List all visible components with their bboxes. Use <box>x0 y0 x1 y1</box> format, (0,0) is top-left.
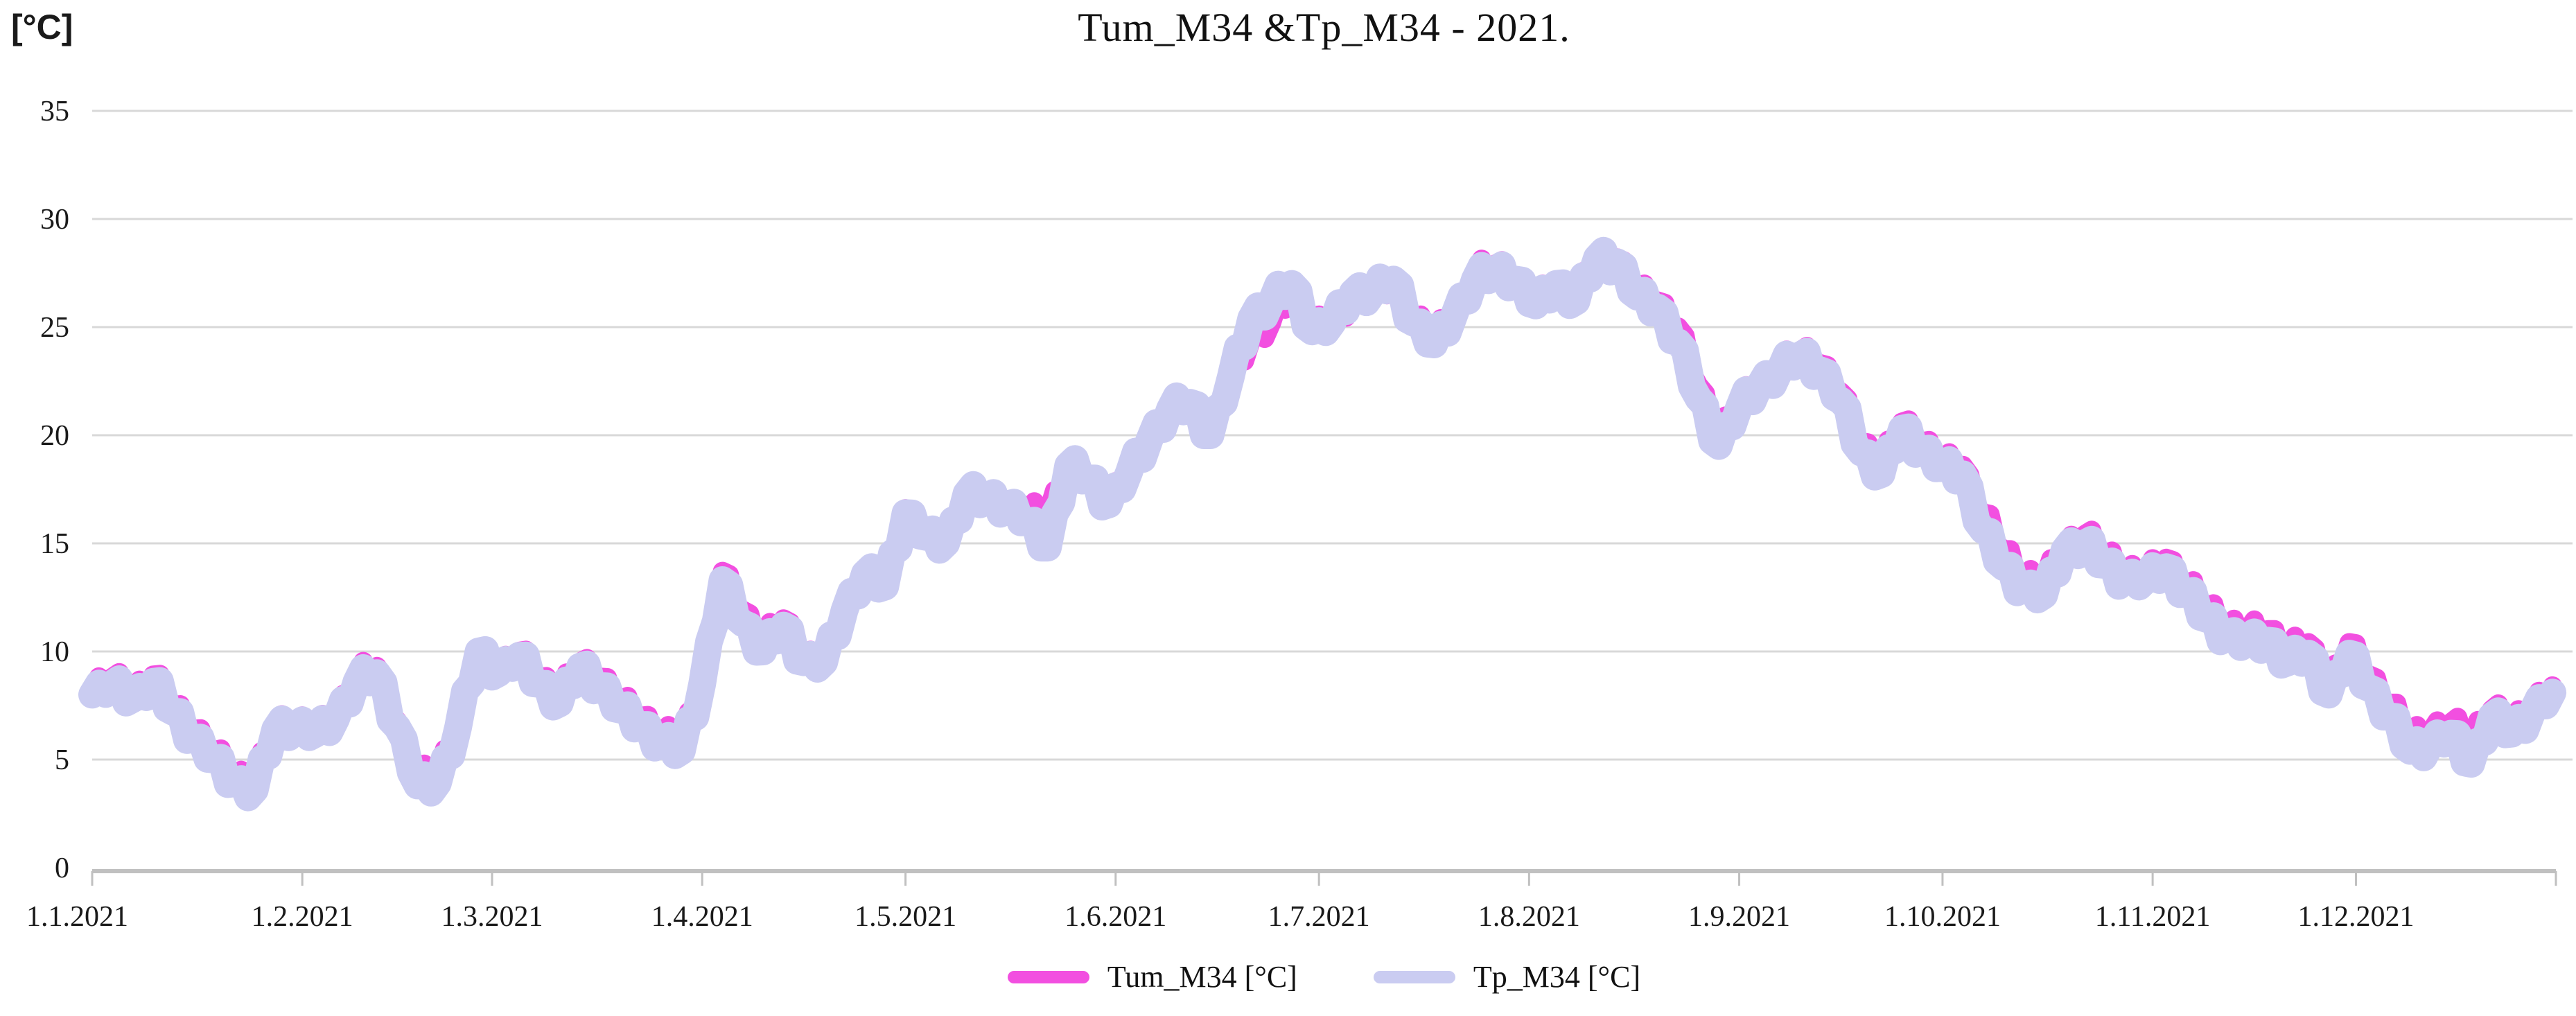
legend-item-tum: Tum_M34 [°C] <box>1007 959 1297 995</box>
x-tick-label: 1.7.2021 <box>1268 901 1370 933</box>
y-tick-label: 10 <box>40 636 69 668</box>
y-tick-label: 15 <box>40 528 69 560</box>
y-axis-unit-label: [°C] <box>11 8 73 46</box>
x-tick-label: 1.9.2021 <box>1688 901 1790 933</box>
legend-tp-label: Tp_M34 [°C] <box>1473 960 1641 994</box>
legend: Tum_M34 [°C] Tp_M34 [°C] <box>92 959 2556 995</box>
x-tick-label: 1.4.2021 <box>651 901 753 933</box>
x-tick-label: 1.3.2021 <box>441 901 543 933</box>
legend-item-tp: Tp_M34 [°C] <box>1373 959 1641 995</box>
y-tick-label: 30 <box>40 204 69 236</box>
legend-tp-swatch-icon <box>1373 970 1455 983</box>
y-tick-label: 5 <box>55 744 69 776</box>
y-tick-label: 0 <box>55 852 69 884</box>
chart-title: Tum_M34 &Tp_M34 - 2021. <box>1078 5 1570 50</box>
x-tick-label: 1.5.2021 <box>855 901 956 933</box>
legend-tum-swatch-icon <box>1007 970 1089 983</box>
y-tick-label: 20 <box>40 420 69 452</box>
series-tp-line <box>78 236 2567 812</box>
x-tick-label: 1.2.2021 <box>252 901 353 933</box>
x-tick-label: 1.1.2021 <box>26 901 128 933</box>
x-tick-label: 1.10.2021 <box>1884 901 2001 933</box>
legend-tum-label: Tum_M34 [°C] <box>1107 960 1297 994</box>
x-tick-label: 1.12.2021 <box>2298 901 2415 933</box>
x-tick-label: 1.11.2021 <box>2095 901 2210 933</box>
x-tick-label: 1.6.2021 <box>1064 901 1166 933</box>
y-tick-label: 25 <box>40 312 69 344</box>
y-tick-label: 35 <box>40 96 69 128</box>
x-tick-label: 1.8.2021 <box>1478 901 1580 933</box>
